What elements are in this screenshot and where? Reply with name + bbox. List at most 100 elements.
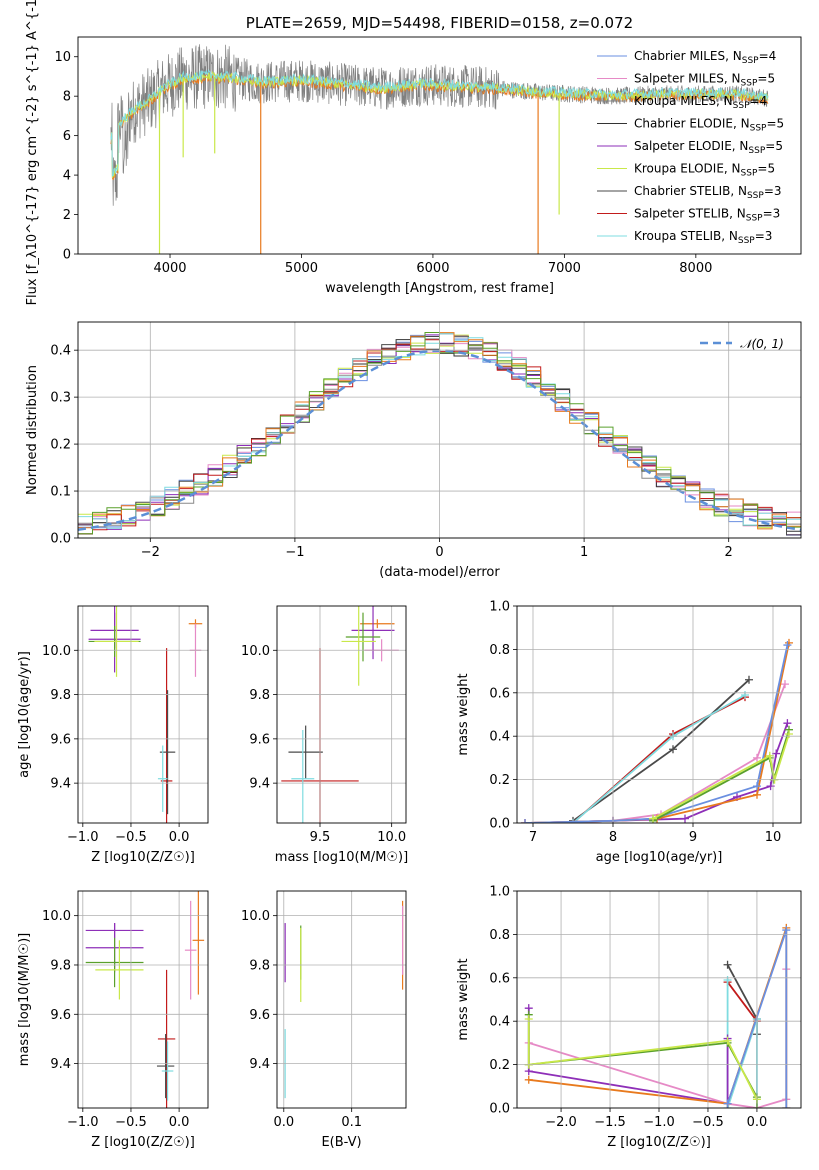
series-marker — [753, 753, 761, 762]
series-marker — [765, 751, 774, 760]
legend-label-tail: =5 — [757, 162, 775, 176]
legend-label-sub: SSP — [733, 101, 750, 111]
y-tick-label: 9.4 — [50, 1057, 71, 1072]
errorbar-point — [157, 969, 176, 1108]
legend-label-tail: =5 — [766, 117, 784, 131]
series-line — [524, 642, 790, 823]
errorbar-point — [156, 1034, 175, 1099]
errorbar-point — [157, 745, 168, 812]
axes-frame — [77, 605, 209, 824]
series-marker — [781, 680, 789, 689]
y-axis-label: mass weight — [456, 673, 471, 755]
legend-label-sub: SSP — [738, 236, 755, 246]
panel-massweight-vs-z: −2.0 −1.5 −1.0 −0.5 0.0 0.0 0.2 0.4 0.6 0.8 1.0 Z [… — [456, 885, 802, 1150]
errorbar-point — [291, 730, 315, 823]
y-tick-label: 0 — [63, 248, 71, 263]
axes-frame — [77, 321, 802, 539]
y-tick-label: 0.0 — [50, 532, 71, 547]
plot-area — [524, 923, 791, 1108]
y-tick-label: 1.0 — [489, 885, 510, 900]
y-tick-label: 0.0 — [489, 817, 510, 832]
y-axis-label: mass [log10(M/M☉)] — [17, 933, 32, 1066]
y-tick-label: 8 — [63, 90, 71, 105]
y-tick-label: 9.4 — [249, 1057, 270, 1072]
x-tick-label: −2 — [141, 545, 160, 560]
legend-entry: 𝒩(0, 1) — [700, 337, 784, 351]
plot-area — [110, 44, 769, 254]
panel-residual-hist: −2 −1 0 1 2 0.0 0.1 0.2 0.3 0.4 (data-model)/error… — [25, 321, 802, 580]
legend-entry: Kroupa MILES, NSSP=4 — [597, 94, 767, 111]
legend-entry: Salpeter STELIB, NSSP=3 — [597, 207, 780, 224]
legend-label-base: Salpeter MILES, N — [634, 72, 741, 86]
y-tick-label: 0.4 — [489, 730, 510, 745]
y-tick-label: 10.0 — [241, 644, 270, 659]
legend-entry: Chabrier STELIB, NSSP=3 — [597, 184, 782, 201]
y-tick-label: 9.4 — [249, 777, 270, 792]
errorbar-point — [341, 606, 376, 686]
legend-label-base: Chabrier ELODIE, N — [634, 117, 750, 131]
y-tick-label: 9.8 — [50, 958, 71, 973]
legend-label-sub: SSP — [746, 214, 763, 224]
x-tick-label: −1.0 — [67, 830, 99, 845]
x-tick-label: 0.0 — [747, 1115, 768, 1130]
series-marker — [669, 745, 677, 754]
series-marker — [524, 1075, 533, 1084]
y-tick-label: 9.6 — [249, 732, 270, 747]
x-tick-label: 7 — [529, 830, 537, 845]
plot-area — [85, 891, 205, 1108]
panel-spectrum: 4000 5000 6000 7000 8000 0 2 4 6 8 10 wavelength [A… — [25, 0, 802, 305]
legend-label-base: Kroupa ELODIE, N — [634, 162, 741, 176]
legend-label-tail: =3 — [764, 184, 782, 198]
legend-entry: Salpeter ELODIE, NSSP=5 — [597, 139, 783, 156]
x-tick-label: −0.5 — [115, 1115, 147, 1130]
legend-label: Chabrier ELODIE, NSSP=5 — [634, 117, 784, 134]
y-tick-label: 10.0 — [42, 644, 71, 659]
spectrum-model-line — [110, 69, 769, 177]
plot-area — [88, 606, 203, 823]
plot-area — [284, 900, 404, 1099]
errorbar-point — [360, 619, 395, 629]
x-tick-label: 8000 — [679, 261, 712, 276]
series-marker — [782, 1104, 791, 1108]
legend-label: Salpeter STELIB, NSSP=3 — [634, 207, 780, 224]
legend-label-tail: =3 — [755, 229, 773, 243]
x-tick-label: 9 — [689, 830, 697, 845]
errorbar-point — [192, 891, 205, 995]
series-marker — [681, 814, 689, 823]
y-tick-label: 9.6 — [50, 1008, 71, 1023]
x-tick-label: 9.5 — [310, 830, 331, 845]
legend-label-tail: =4 — [759, 49, 777, 63]
y-axis-label: mass weight — [456, 958, 471, 1040]
x-axis-label: age [log10(age/yr)] — [596, 850, 723, 865]
y-axis-label: Flux [f_λ10^{-17} erg cm^{-2} s^{-1} A^{… — [25, 0, 40, 305]
y-tick-label: 1.0 — [489, 600, 510, 615]
x-tick-label: 0.0 — [169, 830, 190, 845]
series-marker — [741, 690, 749, 699]
legend-label: Chabrier STELIB, NSSP=3 — [634, 184, 782, 201]
x-tick-label: −1.0 — [67, 1115, 99, 1130]
x-tick-label: 0 — [435, 545, 443, 560]
y-axis-label: Normed distribution — [25, 365, 40, 495]
legend-label-tail: =4 — [750, 94, 768, 108]
legend-label-base: Salpeter STELIB, N — [634, 207, 746, 221]
axes-frame — [516, 890, 802, 1109]
y-tick-label: 4 — [63, 169, 71, 184]
legend-label-sub: SSP — [748, 146, 765, 156]
legend-label-base: Chabrier STELIB, N — [634, 184, 747, 198]
series-marker — [649, 814, 657, 823]
x-axis-label: Z [log10(Z/Z☉)] — [607, 1135, 711, 1150]
errorbar-point — [94, 606, 139, 677]
series-line — [726, 981, 758, 1022]
x-tick-label: 0.0 — [273, 1115, 294, 1130]
x-tick-label: −0.5 — [115, 830, 147, 845]
x-tick-label: −0.5 — [692, 1115, 724, 1130]
series-line — [652, 733, 790, 820]
legend-label: Chabrier MILES, NSSP=4 — [634, 49, 776, 66]
y-tick-label: 9.6 — [249, 1008, 270, 1023]
y-tick-label: 10.0 — [42, 909, 71, 924]
x-axis-label: E(B-V) — [321, 1135, 361, 1150]
legend-entry: Kroupa ELODIE, NSSP=5 — [597, 162, 775, 179]
x-tick-label: 0.1 — [341, 1115, 362, 1130]
y-tick-label: 9.6 — [50, 732, 71, 747]
series-marker — [785, 730, 793, 739]
